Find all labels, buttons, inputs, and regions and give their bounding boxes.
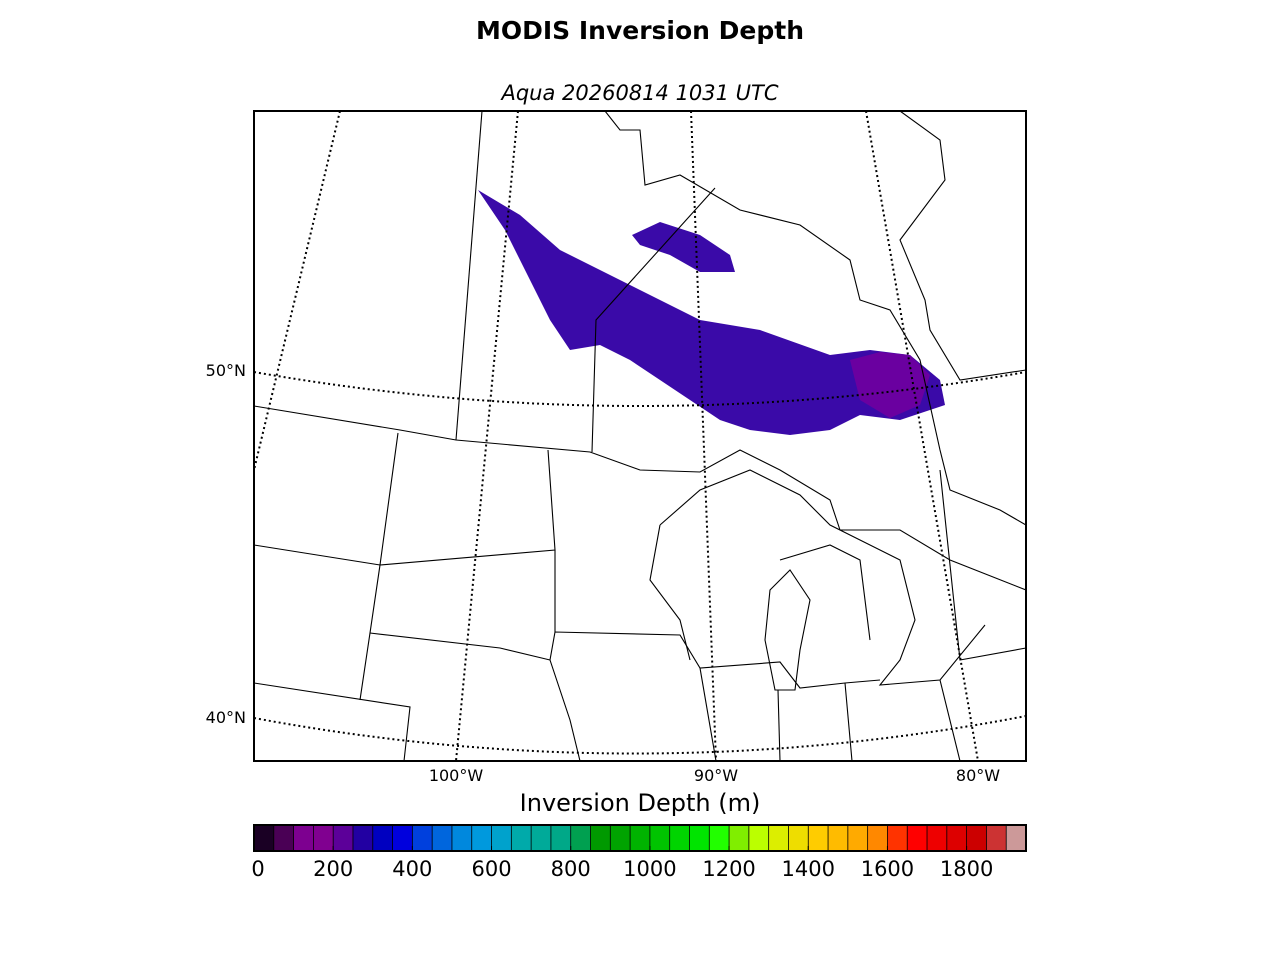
colorbar-segment (689, 825, 710, 851)
colorbar-segment (649, 825, 671, 851)
colorbar-tick-label: 1600 (861, 857, 914, 881)
colorbar-tick-label: 200 (313, 857, 353, 881)
colorbar-segment (471, 825, 493, 851)
graticule (254, 111, 1026, 761)
colorbar-segment (966, 825, 987, 851)
colorbar-tick-label: 0 (251, 857, 264, 881)
colorbar-tick-label: 1800 (940, 857, 993, 881)
inversion-data (478, 190, 945, 435)
colorbar-segment (709, 825, 730, 851)
colorbar-segment (946, 825, 968, 851)
subtitle: Aqua 20260814 1031 UTC (499, 81, 778, 105)
colorbar-segment (986, 825, 1007, 851)
colorbar-tick-label: 400 (392, 857, 432, 881)
colorbar-segment (432, 825, 453, 851)
colorbar-segment (392, 825, 413, 851)
lon-label: 80°W (956, 766, 1000, 785)
lat-label: 40°N (206, 708, 246, 727)
lon-label: 90°W (694, 766, 738, 785)
colorbar-segment (669, 825, 690, 851)
colorbar-segment (451, 825, 473, 851)
boundaries (254, 111, 1026, 761)
colorbar-segment (273, 825, 295, 851)
colorbar-segment (333, 825, 354, 851)
colorbar-segment (570, 825, 592, 851)
colorbar-segment (550, 825, 572, 851)
colorbar-segment (352, 825, 374, 851)
colorbar-segment (828, 825, 849, 851)
lat-label: 50°N (206, 361, 246, 380)
map-frame (253, 110, 1027, 762)
colorbar-tick-label: 600 (471, 857, 511, 881)
colorbar-segment (808, 825, 829, 851)
colorbar-tick-label: 1000 (623, 857, 676, 881)
colorbar-segment (788, 825, 809, 851)
colorbar-segment (313, 825, 334, 851)
colorbar-segment (887, 825, 908, 851)
colorbar-segment (748, 825, 770, 851)
colorbar-tick-label: 800 (551, 857, 591, 881)
colorbar-segment (847, 825, 869, 851)
colorbar-segment (867, 825, 888, 851)
colorbar-segment (491, 825, 512, 851)
colorbar-segment (768, 825, 789, 851)
colorbar-segment (907, 825, 928, 851)
colorbar-frame (253, 824, 1027, 852)
colorbar-segment (1006, 825, 1027, 851)
lon-label: 100°W (429, 766, 484, 785)
map (254, 111, 1026, 761)
colorbar-tick-label: 1400 (782, 857, 835, 881)
colorbar-segment (927, 825, 948, 851)
colorbar-segment (412, 825, 433, 851)
colorbar-segment (293, 825, 314, 851)
colorbar: 0 200 400 600 800 1000 1200 1400 1600 1800 (251, 824, 1027, 881)
colorbar-segment (610, 825, 631, 851)
colorbar-segment (531, 825, 552, 851)
colorbar-segment (511, 825, 532, 851)
colorbar-segment (729, 825, 750, 851)
colorbar-segment (254, 825, 275, 851)
colorbar-label: Inversion Depth (m) (520, 789, 761, 817)
title: MODIS Inversion Depth (476, 16, 804, 45)
colorbar-tick-label: 1200 (702, 857, 755, 881)
colorbar-segment (372, 825, 394, 851)
colorbar-segment (630, 825, 651, 851)
colorbar-segment (590, 825, 611, 851)
